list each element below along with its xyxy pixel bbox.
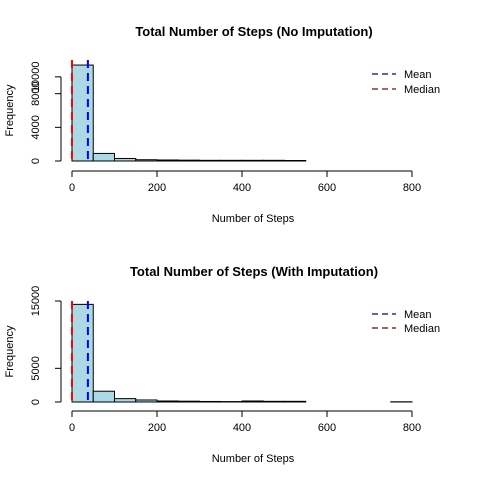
histogram-bar: [114, 157, 137, 162]
histogram-bar: [135, 159, 158, 162]
histogram-bar: [241, 159, 264, 162]
x-tick-label: 200: [148, 182, 166, 194]
y-axis-label: Frequency: [4, 84, 16, 136]
x-tick-label: 600: [318, 422, 336, 434]
y-tick-label: 0: [30, 399, 42, 405]
y-axis-label: Frequency: [4, 325, 16, 377]
x-tick-label: 800: [403, 182, 421, 194]
histogram-bar: [284, 400, 307, 403]
chart-title: Total Number of Steps (With Imputation): [130, 264, 378, 279]
legend-label-median: Median: [404, 323, 440, 335]
histogram-bar: [220, 159, 243, 162]
legend-label-mean: Mean: [404, 69, 432, 81]
chart-panel-1: Total Number of Steps (No Imputation) 0 20…: [4, 24, 440, 225]
histogram-bar: [177, 159, 200, 162]
x-axis-label: Number of Steps: [212, 453, 295, 465]
y-tick-label: 5000: [30, 356, 42, 380]
histogram-bar: [71, 303, 94, 403]
chart-panel-2: Total Number of Steps (With Imputation) 0…: [4, 264, 440, 465]
y-tick-label: 4000: [30, 115, 42, 139]
legend: Mean Median: [372, 69, 440, 96]
x-tick-label: 400: [233, 422, 251, 434]
histogram-bar: [135, 399, 158, 403]
x-tick-label: 600: [318, 182, 336, 194]
histogram-bar: [156, 159, 179, 162]
histogram-bar: [92, 152, 115, 162]
histogram-bar: [199, 400, 222, 403]
histogram-bar: [114, 398, 137, 403]
y-tick-label: 8000: [30, 81, 42, 105]
histogram-bar: [177, 400, 200, 403]
x-tick-label: 0: [69, 422, 75, 434]
x-tick-label: 800: [403, 422, 421, 434]
y-tick-label: 0: [30, 158, 42, 164]
x-tick-label: 0: [69, 182, 75, 194]
histogram-bar: [199, 159, 222, 162]
legend-label-mean: Mean: [404, 309, 432, 321]
chart-title: Total Number of Steps (No Imputation): [135, 24, 372, 39]
x-axis-label: Number of Steps: [212, 213, 295, 225]
y-tick-label: 10000: [30, 62, 42, 93]
histogram-bar: [241, 400, 264, 403]
legend-label-median: Median: [404, 84, 440, 96]
histogram-bar: [262, 159, 285, 162]
x-tick-label: 400: [233, 182, 251, 194]
histogram-bar: [92, 390, 115, 403]
histogram-bar: [71, 64, 94, 162]
histogram-bar: [284, 159, 307, 162]
histogram-bar: [262, 400, 285, 403]
y-tick-label: 15000: [30, 286, 42, 317]
legend: Mean Median: [372, 309, 440, 335]
x-tick-label: 200: [148, 422, 166, 434]
histogram-bar: [156, 400, 179, 403]
